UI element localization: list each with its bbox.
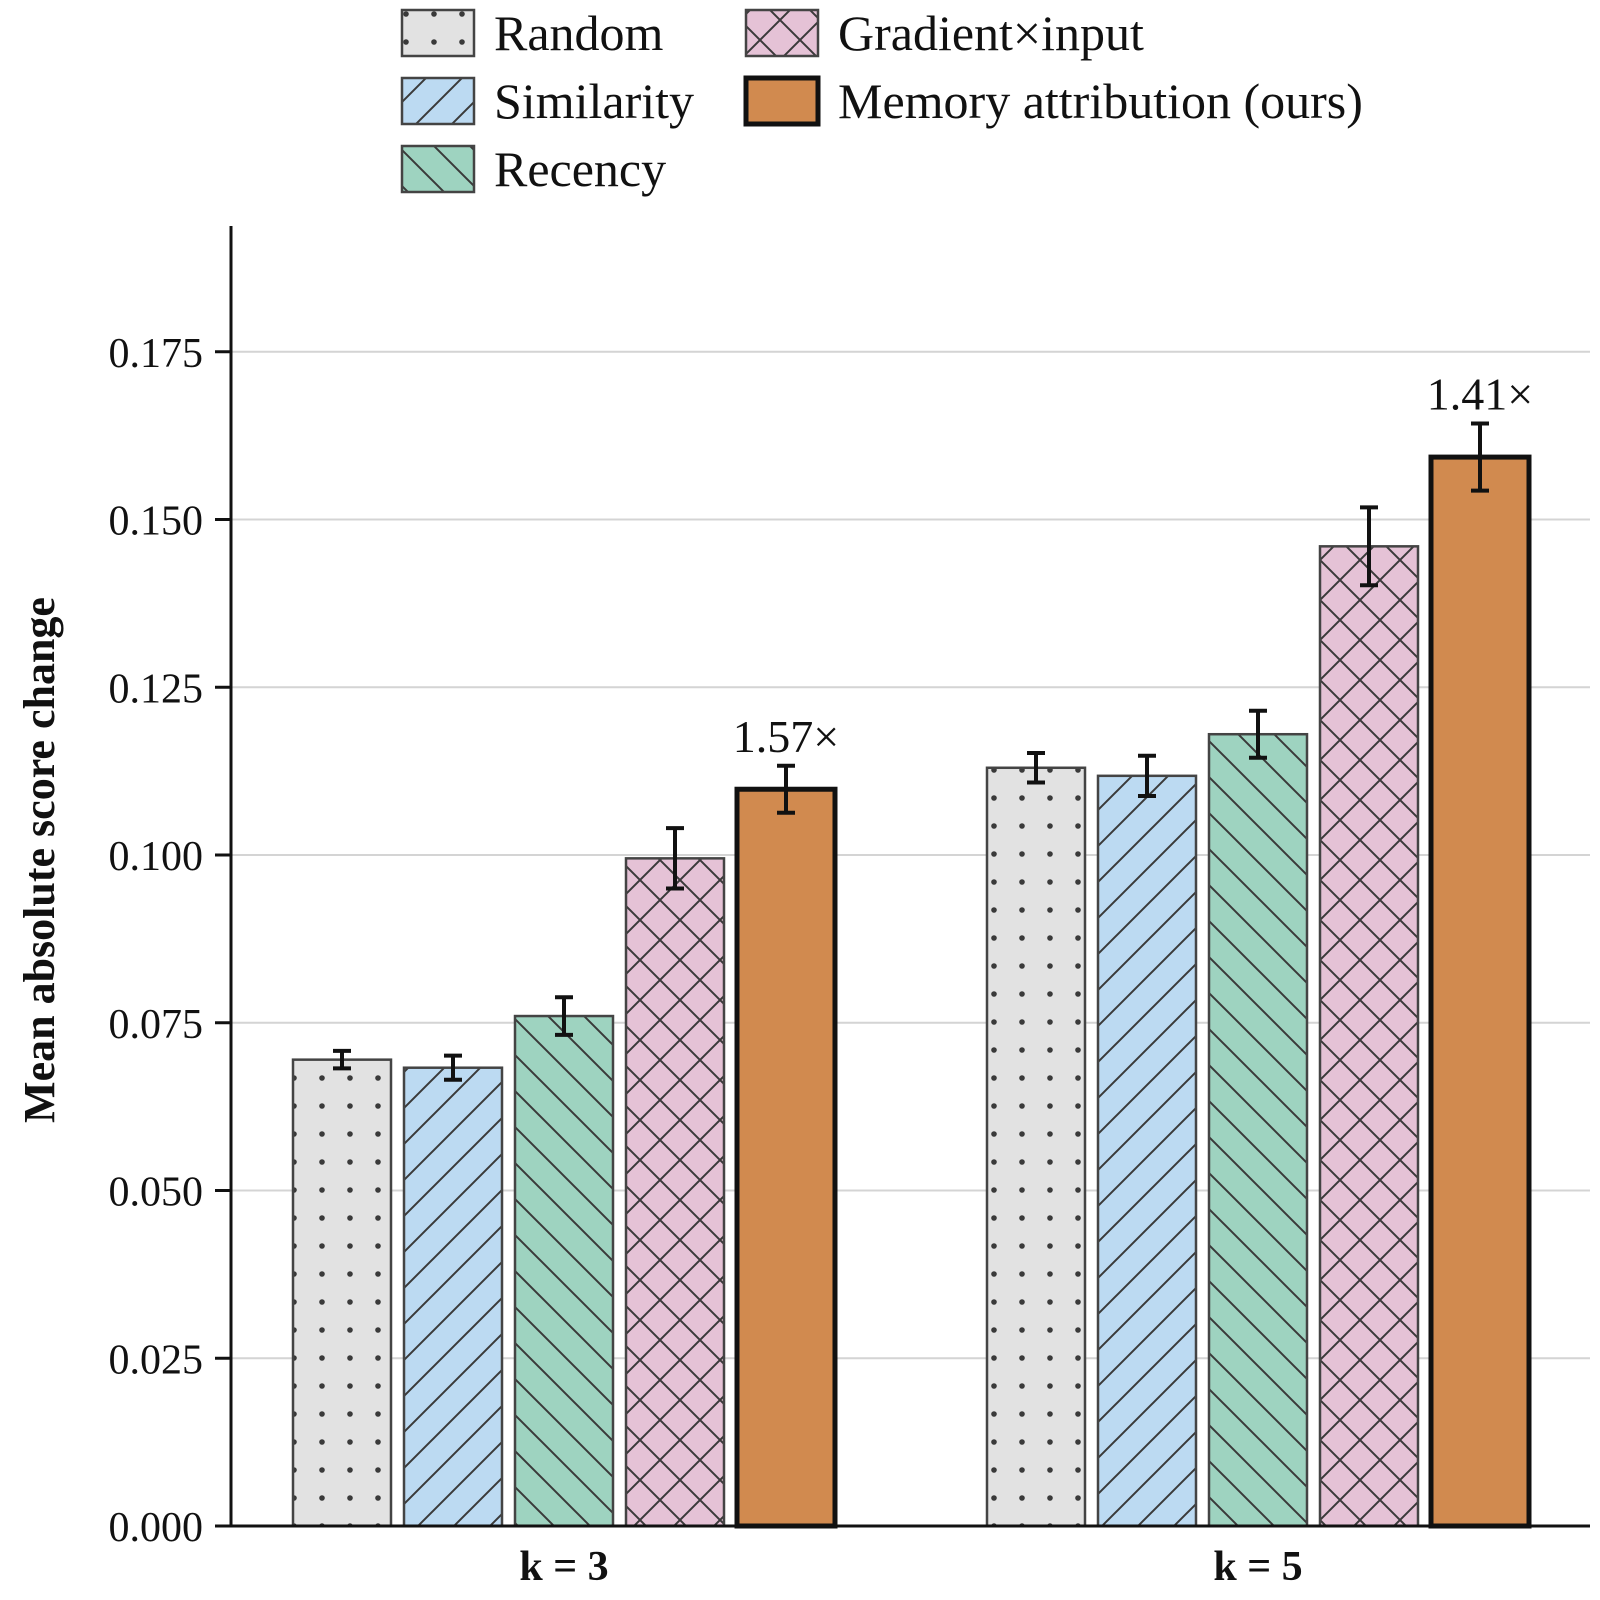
bar-recency-k-3 xyxy=(513,1014,615,1528)
y-tick-label: 0.025 xyxy=(109,1337,204,1383)
legend-label: Recency xyxy=(494,141,666,197)
legend-item-gradient-input: Gradient×input xyxy=(744,5,1144,61)
error-bar-gradient-input-k-5 xyxy=(1360,505,1378,588)
legend-item-memory-attribution-ours: Memory attribution (ours) xyxy=(743,73,1363,129)
x-category-label: k = 3 xyxy=(519,1544,608,1590)
legend: Random Similarity Recency Gradient×input Mem… xyxy=(400,5,1363,197)
bars xyxy=(291,454,1532,1529)
legend-item-similarity: Similarity xyxy=(400,73,694,129)
annotations: 1.57× 1.41× xyxy=(733,369,1533,762)
bar-memory-attribution-ours-k-5 xyxy=(1428,454,1532,1529)
legend-swatch xyxy=(744,8,820,58)
error-bar-memory-attribution-ours-k-5 xyxy=(1471,421,1489,493)
legend-swatch xyxy=(743,75,821,127)
legend-item-recency: Recency xyxy=(400,141,666,197)
legend-label: Similarity xyxy=(494,73,694,129)
y-tick-label: 0.175 xyxy=(109,331,204,377)
y-tick-label: 0.075 xyxy=(109,1002,204,1048)
x-category-label: k = 5 xyxy=(1213,1544,1302,1590)
legend-label: Memory attribution (ours) xyxy=(838,73,1363,129)
bar-similarity-k-3 xyxy=(402,1066,504,1528)
legend-swatch xyxy=(400,76,476,126)
bar-gradient-input-k-3 xyxy=(624,857,726,1528)
y-axis-label: Mean absolute score change xyxy=(15,597,64,1123)
legend-item-random: Random xyxy=(400,5,664,61)
y-tick-label: 0.100 xyxy=(109,834,204,880)
bar-random-k-3 xyxy=(291,1058,393,1528)
error-bar-random-k-5 xyxy=(1027,751,1045,785)
error-bar-random-k-3 xyxy=(333,1048,351,1071)
legend-label: Random xyxy=(494,5,664,61)
error-bar-similarity-k-5 xyxy=(1138,753,1156,798)
y-tick-label: 0.050 xyxy=(109,1170,204,1216)
bar-memory-attribution-ours-k-3 xyxy=(734,786,838,1529)
legend-swatch xyxy=(400,8,476,58)
error-bar-recency-k-5 xyxy=(1249,708,1267,760)
y-tick-labels: 0.000 0.025 0.050 0.075 0.100 0.125 0.150 0.175 xyxy=(109,331,231,1551)
legend-label: Gradient×input xyxy=(838,5,1144,61)
bar-random-k-5 xyxy=(985,766,1087,1528)
y-tick-label: 0.000 xyxy=(109,1505,204,1551)
x-category-labels: k = 3 k = 5 xyxy=(519,1544,1302,1590)
bar-annotation: 1.57× xyxy=(733,711,839,762)
error-bar-similarity-k-3 xyxy=(444,1053,462,1082)
y-tick-label: 0.125 xyxy=(109,666,204,712)
error-bar-gradient-input-k-3 xyxy=(666,826,684,891)
legend-swatch xyxy=(400,144,476,194)
error-bar-memory-attribution-ours-k-3 xyxy=(777,763,795,815)
bar-gradient-input-k-5 xyxy=(1318,545,1420,1528)
error-bar-recency-k-3 xyxy=(555,995,573,1037)
bar-recency-k-5 xyxy=(1207,732,1309,1528)
bar-similarity-k-5 xyxy=(1096,774,1198,1528)
axes xyxy=(229,226,1590,1528)
y-tick-label: 0.150 xyxy=(109,499,204,545)
bar-annotation: 1.41× xyxy=(1427,369,1533,420)
error-bars xyxy=(333,421,1489,1082)
